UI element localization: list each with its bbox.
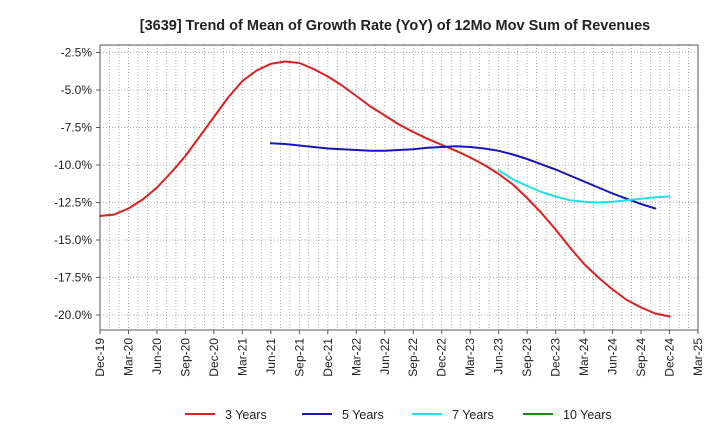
x-tick-label: Jun-20 — [150, 338, 164, 375]
legend-label: 10 Years — [563, 408, 612, 422]
y-tick-label: -5.0% — [61, 83, 93, 97]
x-tick-label: Dec-23 — [549, 338, 563, 377]
x-tick-label: Sep-23 — [520, 338, 534, 377]
y-tick-label: -2.5% — [61, 46, 93, 60]
x-tick-label: Sep-22 — [406, 338, 420, 377]
chart-title: [3639] Trend of Mean of Growth Rate (YoY… — [140, 18, 651, 34]
y-axis: -2.5% -5.0% -7.5% -10.0% -12.5% -15.0% -17.5% -… — [54, 46, 100, 322]
x-tick-label: Jun-22 — [378, 338, 392, 375]
plot-area — [100, 45, 698, 330]
plot-frame — [99, 44, 699, 331]
x-tick-label: Jun-24 — [606, 338, 620, 375]
x-tick-label: Sep-24 — [634, 338, 648, 377]
x-tick-label: Mar-21 — [235, 338, 249, 376]
x-tick-label: Mar-23 — [463, 338, 477, 376]
x-tick-label: Mar-20 — [121, 338, 135, 376]
legend: 3 Years 5 Years 7 Years 10 Years — [185, 408, 612, 422]
legend-label: 7 Years — [452, 408, 494, 422]
x-tick-label: Dec-21 — [321, 338, 335, 377]
x-tick-label: Mar-24 — [577, 338, 591, 376]
x-tick-label: Dec-19 — [93, 338, 107, 377]
legend-label: 5 Years — [342, 408, 384, 422]
x-axis: Dec-19 Mar-20 Jun-20 Sep-20 Dec-20 Mar-21 Jun-… — [93, 330, 705, 377]
series-line-3-years — [99, 60, 671, 318]
y-tick-label: -15.0% — [54, 233, 92, 247]
x-tick-label: Dec-20 — [207, 338, 221, 377]
x-tick-label: Mar-22 — [349, 338, 363, 376]
x-tick-label: Dec-22 — [435, 338, 449, 377]
series-group — [99, 60, 671, 318]
y-tick-label: -7.5% — [61, 121, 93, 135]
x-tick-label: Mar-25 — [691, 338, 705, 376]
x-tick-label: Sep-20 — [178, 338, 192, 377]
y-tick-label: -12.5% — [54, 196, 92, 210]
x-tick-label: Jun-23 — [492, 338, 506, 375]
y-tick-label: -10.0% — [54, 158, 92, 172]
y-tick-label: -17.5% — [54, 271, 92, 285]
x-tick-label: Jun-21 — [264, 338, 278, 375]
series-line-7-years — [497, 169, 671, 204]
y-tick-label: -20.0% — [54, 308, 92, 322]
x-tick-label: Sep-21 — [292, 338, 306, 377]
x-tick-label: Dec-24 — [663, 338, 677, 377]
series-line-5-years — [269, 142, 657, 210]
legend-label: 3 Years — [225, 408, 267, 422]
